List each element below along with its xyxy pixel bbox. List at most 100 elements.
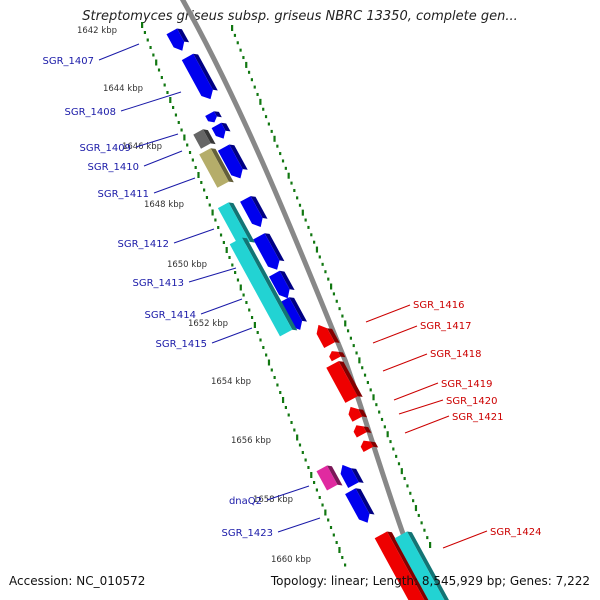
sgr-1413-gene xyxy=(253,233,285,270)
left-track-tick xyxy=(141,22,144,28)
forward-label-leader xyxy=(211,327,253,344)
left-track-tick xyxy=(293,428,296,432)
scale-label: 1656 kbp xyxy=(231,436,271,446)
right-track-tick xyxy=(429,542,432,548)
sgr-1415-gene-side xyxy=(289,297,307,322)
reverse-label-leader xyxy=(404,415,450,434)
right-track-tick xyxy=(409,491,412,495)
left-track-tick xyxy=(219,233,223,237)
left-track-tick xyxy=(338,547,341,553)
forward-label-leader xyxy=(135,133,179,148)
forward-label-leader xyxy=(98,43,140,61)
sgr-1407-gene-side xyxy=(177,28,190,43)
forward-gene-label: SGR_1409 xyxy=(80,143,132,154)
right-track-tick xyxy=(423,528,426,532)
right-track-tick xyxy=(301,209,304,216)
right-track-tick xyxy=(366,381,369,385)
sgr-1420-gene xyxy=(353,425,372,438)
left-track-tick xyxy=(259,338,262,342)
forward-gene-label: dnaQ2 xyxy=(229,496,262,507)
right-track-tick xyxy=(270,129,273,133)
right-track-tick xyxy=(380,417,384,421)
magenta-feature-face xyxy=(316,465,338,491)
right-track-tick xyxy=(363,373,367,377)
forward-label-leader xyxy=(120,91,182,112)
sgr-1421-gene-side xyxy=(370,441,379,448)
left-track-tick xyxy=(298,443,302,447)
sgr-1423-gene-face xyxy=(345,488,370,523)
sgr-1415-gene xyxy=(278,297,307,330)
right-track-tick xyxy=(392,447,395,451)
reverse-gene-label: SGR_1416 xyxy=(413,300,465,311)
right-track-tick xyxy=(349,336,352,340)
sgr-1411-gene-side xyxy=(229,144,248,170)
forward-gene-label: SGR_1412 xyxy=(118,239,170,250)
left-track-tick xyxy=(287,413,290,417)
left-track-tick xyxy=(262,346,265,349)
right-track-tick xyxy=(352,344,355,348)
left-track-tick xyxy=(174,113,178,117)
left-track-tick xyxy=(253,322,256,328)
left-track-tick xyxy=(329,526,333,529)
forward-gene-label: SGR_1414 xyxy=(145,310,197,321)
sgr-1424-gene-side xyxy=(387,531,429,600)
right-track-tick xyxy=(287,172,290,179)
scale-label: 1642 kbp xyxy=(77,26,117,36)
left-track-tick xyxy=(194,166,197,169)
right-track-tick xyxy=(355,351,358,355)
sgr-1410-gene-face xyxy=(211,122,226,139)
sgr-1409-gene xyxy=(205,111,222,123)
sgr-1412-gene xyxy=(240,196,268,227)
forward-gene-label: SGR_1411 xyxy=(98,189,150,200)
sgr-1412-gene-face xyxy=(240,196,263,227)
magenta-feature xyxy=(316,465,343,491)
right-track-tick xyxy=(264,115,268,119)
scale-label: 1658 kbp xyxy=(253,495,293,505)
right-track-tick xyxy=(369,388,372,392)
genome-backbone xyxy=(179,0,431,600)
right-track-tick xyxy=(313,240,316,244)
left-track-tick xyxy=(307,466,310,469)
sgr-1413-gene-face xyxy=(253,233,280,270)
reverse-label-leader xyxy=(393,382,439,401)
left-track-tick xyxy=(239,284,242,291)
right-track-tick xyxy=(281,159,285,163)
left-track-tick xyxy=(265,353,268,357)
left-track-tick xyxy=(284,406,287,409)
left-track-tick xyxy=(205,196,209,199)
right-track-tick xyxy=(256,92,259,96)
rna-feature-1 xyxy=(217,202,255,248)
right-track-tick xyxy=(403,477,406,481)
left-track-tick xyxy=(256,331,259,334)
right-track-tick xyxy=(262,107,265,111)
forward-label-leader xyxy=(143,150,183,167)
left-track-tick xyxy=(225,247,228,253)
left-track-tick xyxy=(177,121,180,124)
sgr-1423-gene-side xyxy=(355,488,375,515)
label-leaders xyxy=(98,43,488,549)
right-track-tick xyxy=(397,462,401,466)
right-track-tick xyxy=(383,425,386,429)
right-track-tick xyxy=(372,394,375,401)
left-track-tick xyxy=(321,503,324,507)
reverse-label-leader xyxy=(382,353,428,372)
grey-feature-face xyxy=(193,129,211,149)
left-track-tick xyxy=(234,271,237,274)
right-track-tick xyxy=(239,48,242,52)
right-track-tick xyxy=(400,468,403,475)
sgr-1414-gene-side xyxy=(279,270,295,290)
right-track-tick xyxy=(298,203,302,207)
right-track-tick xyxy=(324,270,327,274)
forward-gene-label: SGR_1408 xyxy=(65,107,117,118)
rna-feature-3-side xyxy=(407,531,449,600)
reverse-gene-label: SGR_1420 xyxy=(446,396,498,407)
right-track-tick xyxy=(296,196,299,200)
olive-feature-side xyxy=(210,148,234,183)
right-track-tick xyxy=(304,218,307,222)
scale-label: 1644 kbp xyxy=(103,84,143,94)
right-track-tick xyxy=(330,283,333,290)
left-track-tick xyxy=(186,143,189,147)
left-track-tick xyxy=(146,38,149,42)
sgr-1424-gene xyxy=(374,531,429,600)
